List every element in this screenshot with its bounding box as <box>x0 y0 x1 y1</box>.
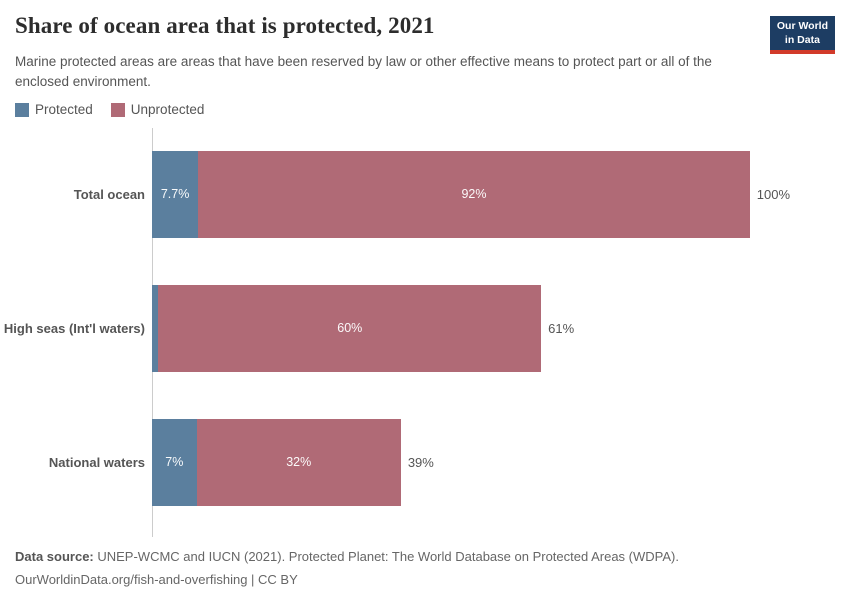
category-label: Total ocean <box>73 186 145 202</box>
legend-item-protected: Protected <box>15 102 93 117</box>
data-source-line: Data source: UNEP-WCMC and IUCN (2021). … <box>15 546 679 569</box>
bar-segment-unprotected: 92% <box>198 150 750 238</box>
bar-total-label: 100% <box>756 186 790 202</box>
bar-total-label: 39% <box>407 454 434 470</box>
category-label: National waters <box>48 454 145 470</box>
chart-title: Share of ocean area that is protected, 2… <box>15 13 435 38</box>
bar-segment-protected <box>152 284 159 372</box>
owid-logo-line1: Our World <box>776 20 828 32</box>
bar-row-total-ocean: Total ocean 7.7% 92% 100% <box>0 127 850 261</box>
bar-total-label: 61% <box>548 320 575 336</box>
source-link[interactable]: OurWorldinData.org/fish-and-overfishing <box>15 571 248 587</box>
bar-track: 7% 32% 39% <box>152 418 790 506</box>
owid-logo-line2: in Data <box>784 33 820 46</box>
bar-track: 60% 61% <box>152 284 790 372</box>
data-source-label: Data source: <box>15 549 94 564</box>
bar-row-high-seas: High seas (Int'l waters) 60% 61% <box>0 261 850 395</box>
legend: Protected Unprotected <box>15 102 204 117</box>
license-line: OurWorldinData.org/fish-and-overfishing … <box>15 569 679 592</box>
chart-subtitle: Marine protected areas are areas that ha… <box>15 54 712 89</box>
bar-chart: Total ocean 7.7% 92% 100% High seas (Int… <box>0 127 850 537</box>
legend-item-unprotected: Unprotected <box>110 102 205 117</box>
data-source-text: UNEP-WCMC and IUCN (2021). Protected Pla… <box>93 549 679 564</box>
bar-segment-unprotected: 60% <box>158 284 542 372</box>
bar-segment-protected: 7.7% <box>152 150 199 238</box>
category-label: High seas (Int'l waters) <box>3 320 145 336</box>
legend-label-protected: Protected <box>35 102 93 117</box>
owid-logo: Our World in Data <box>769 16 835 55</box>
bar-row-national-waters: National waters 7% 32% 39% <box>0 395 850 529</box>
footer: Data source: UNEP-WCMC and IUCN (2021). … <box>15 546 679 592</box>
protected-swatch-icon <box>15 102 29 117</box>
unprotected-swatch-icon <box>110 102 125 117</box>
bar-segment-unprotected: 32% <box>196 418 401 506</box>
bar-segment-protected: 7% <box>152 418 197 506</box>
license-text: | CC BY <box>247 571 298 587</box>
bar-track: 7.7% 92% 100% <box>152 150 790 238</box>
legend-label-unprotected: Unprotected <box>130 102 205 117</box>
